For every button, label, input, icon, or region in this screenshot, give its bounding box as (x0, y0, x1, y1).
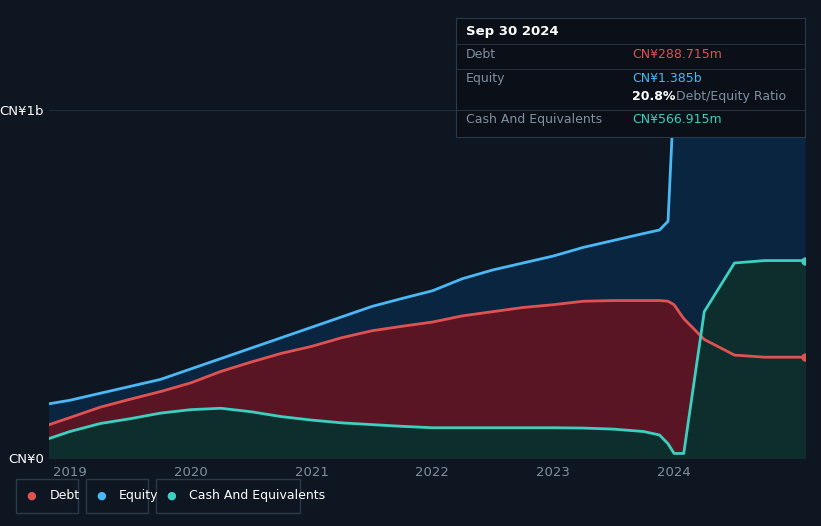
Text: 20.8%: 20.8% (632, 90, 676, 104)
Text: Equity: Equity (119, 489, 158, 502)
Text: Equity: Equity (466, 72, 505, 85)
Text: Sep 30 2024: Sep 30 2024 (466, 25, 558, 38)
Text: Cash And Equivalents: Cash And Equivalents (189, 489, 325, 502)
Text: ●: ● (96, 491, 106, 501)
Text: ●: ● (166, 491, 176, 501)
Text: Debt: Debt (49, 489, 80, 502)
Text: Cash And Equivalents: Cash And Equivalents (466, 113, 602, 126)
Text: CN¥1.385b: CN¥1.385b (632, 72, 702, 85)
Text: Debt/Equity Ratio: Debt/Equity Ratio (672, 90, 786, 104)
Text: Debt: Debt (466, 48, 496, 62)
Text: ●: ● (26, 491, 36, 501)
Text: CN¥566.915m: CN¥566.915m (632, 113, 722, 126)
Text: CN¥288.715m: CN¥288.715m (632, 48, 722, 62)
